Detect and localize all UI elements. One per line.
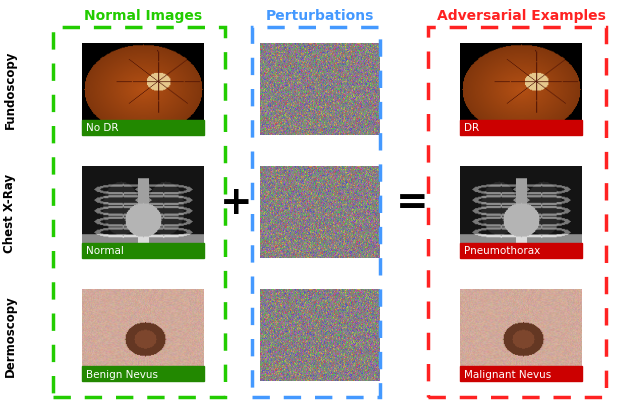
Text: Benign Nevus: Benign Nevus bbox=[86, 369, 158, 379]
Text: =: = bbox=[396, 183, 428, 222]
Text: Fundoscopy: Fundoscopy bbox=[3, 50, 17, 128]
Text: DR: DR bbox=[464, 123, 479, 133]
Bar bbox=[82, 120, 204, 135]
Bar bbox=[82, 367, 204, 382]
Bar bbox=[460, 243, 582, 258]
Text: Pneumothorax: Pneumothorax bbox=[464, 246, 540, 256]
Bar bbox=[82, 243, 204, 258]
Bar bbox=[460, 367, 582, 382]
Text: Dermoscopy: Dermoscopy bbox=[3, 295, 17, 376]
Text: +: + bbox=[220, 183, 252, 222]
Text: Adversarial Examples: Adversarial Examples bbox=[436, 9, 605, 23]
Text: No DR: No DR bbox=[86, 123, 118, 133]
Bar bbox=[460, 120, 582, 135]
Text: Malignant Nevus: Malignant Nevus bbox=[464, 369, 551, 379]
Text: Normal: Normal bbox=[86, 246, 124, 256]
Text: Perturbations: Perturbations bbox=[266, 9, 374, 23]
Text: Normal Images: Normal Images bbox=[84, 9, 202, 23]
Text: Chest X-Ray: Chest X-Ray bbox=[3, 173, 17, 252]
